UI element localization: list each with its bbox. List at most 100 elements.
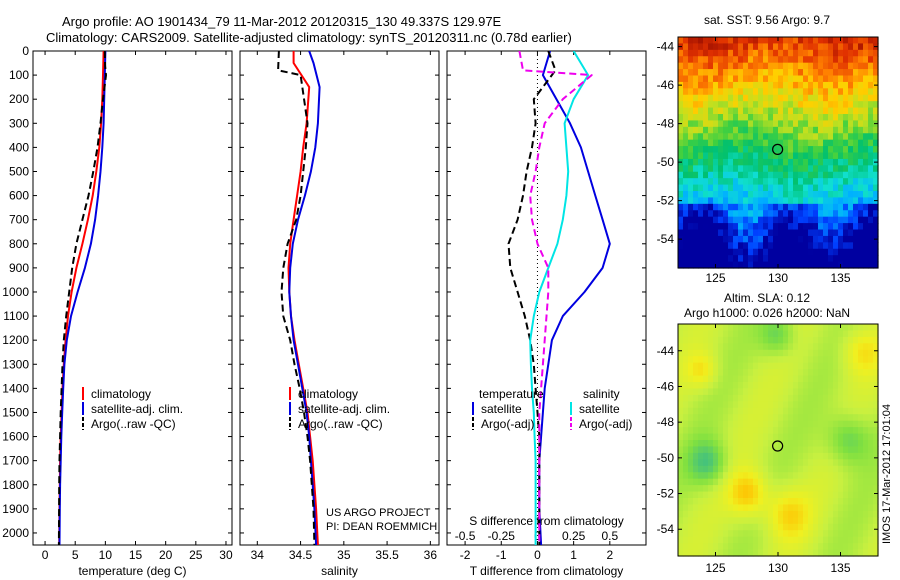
heatmap-cell xyxy=(743,171,749,179)
heatmap-cell xyxy=(778,349,784,357)
heatmap-cell xyxy=(773,197,779,205)
heatmap-cell xyxy=(698,146,704,154)
heatmap-cell xyxy=(848,184,854,192)
heatmap-cell xyxy=(723,388,729,396)
heatmap-cell xyxy=(798,394,804,402)
heatmap-cell xyxy=(803,88,809,96)
heatmap-cell xyxy=(733,407,739,415)
heatmap-cell xyxy=(703,330,709,338)
heatmap-cell xyxy=(858,388,864,396)
heatmap-cell xyxy=(823,120,829,128)
heatmap-cell xyxy=(703,504,709,512)
heatmap-cell xyxy=(788,114,794,122)
heatmap-cell xyxy=(688,165,694,173)
heatmap-cell xyxy=(838,401,844,409)
heatmap-cell xyxy=(708,433,714,441)
heatmap-cell xyxy=(713,139,719,147)
heatmap-cell xyxy=(748,62,754,70)
heatmap-cell xyxy=(858,133,864,141)
heatmap-cell xyxy=(778,459,784,467)
heatmap-cell xyxy=(783,197,789,205)
y-tick-label: 600 xyxy=(9,189,29,203)
heatmap-cell xyxy=(743,216,749,224)
heatmap-cell xyxy=(703,37,709,45)
heatmap-cell xyxy=(823,324,829,332)
heatmap-cell xyxy=(723,184,729,192)
heatmap-cell xyxy=(713,165,719,173)
heatmap-cell xyxy=(808,491,814,499)
heatmap-cell xyxy=(748,349,754,357)
heatmap-cell xyxy=(768,133,774,141)
heatmap-cell xyxy=(818,420,824,428)
heatmap-cell xyxy=(818,382,824,390)
heatmap-cell xyxy=(783,165,789,173)
heatmap-cell xyxy=(738,229,744,237)
heatmap-cell xyxy=(853,543,859,551)
heatmap-cell xyxy=(828,203,834,211)
heatmap-cell xyxy=(773,229,779,237)
heatmap-cell xyxy=(873,107,879,115)
heatmap-cell xyxy=(743,382,749,390)
heatmap-cell xyxy=(838,536,844,544)
heatmap-cell xyxy=(803,504,809,512)
heatmap-cell xyxy=(728,101,734,109)
heatmap-cell xyxy=(758,37,764,45)
heatmap-cell xyxy=(773,459,779,467)
heatmap-cell xyxy=(808,362,814,370)
heatmap-cell xyxy=(753,369,759,377)
heatmap-cell xyxy=(748,536,754,544)
heatmap-cell xyxy=(768,530,774,538)
heatmap-cell xyxy=(848,210,854,218)
heatmap-cell xyxy=(803,472,809,480)
heatmap-cell xyxy=(683,543,689,551)
heatmap-cell xyxy=(718,216,724,224)
heatmap-cell xyxy=(693,549,699,557)
heatmap-cell xyxy=(748,126,754,134)
heatmap-cell xyxy=(683,485,689,493)
heatmap-cell xyxy=(698,478,704,486)
heatmap-cell xyxy=(758,356,764,364)
heatmap-cell xyxy=(703,336,709,344)
heatmap-cell xyxy=(683,158,689,166)
heatmap-cell xyxy=(768,62,774,70)
heatmap-cell xyxy=(708,107,714,115)
heatmap-cell xyxy=(778,498,784,506)
heatmap-cell xyxy=(738,133,744,141)
heatmap-cell xyxy=(813,191,819,199)
heatmap-cell xyxy=(703,362,709,370)
heatmap-cell xyxy=(723,229,729,237)
heatmap-cell xyxy=(748,336,754,344)
heatmap-cell xyxy=(843,261,849,269)
heatmap-cell xyxy=(723,81,729,89)
heatmap-cell xyxy=(873,210,879,218)
heatmap-cell xyxy=(803,146,809,154)
heatmap-cell xyxy=(788,510,794,518)
heatmap-cell xyxy=(868,197,874,205)
heatmap-cell xyxy=(738,440,744,448)
heatmap-cell xyxy=(813,203,819,211)
heatmap-cell xyxy=(728,472,734,480)
heatmap-cell xyxy=(833,452,839,460)
heatmap-cell xyxy=(858,49,864,57)
heatmap-cell xyxy=(823,56,829,64)
heatmap-cell xyxy=(838,197,844,205)
heatmap-cell xyxy=(838,485,844,493)
heatmap-cell xyxy=(713,107,719,115)
heatmap-cell xyxy=(723,433,729,441)
heatmap-cell xyxy=(738,433,744,441)
heatmap-cell xyxy=(833,420,839,428)
heatmap-cell xyxy=(858,394,864,402)
heatmap-cell xyxy=(718,330,724,338)
x-tick-label: 125 xyxy=(705,271,725,285)
heatmap-cell xyxy=(833,388,839,396)
heatmap-cell xyxy=(808,235,814,243)
heatmap-cell xyxy=(853,120,859,128)
heatmap-cell xyxy=(698,369,704,377)
heatmap-cell xyxy=(783,223,789,231)
heatmap-cell xyxy=(798,504,804,512)
heatmap-cell xyxy=(808,81,814,89)
heatmap-cell xyxy=(793,414,799,422)
heatmap-cell xyxy=(803,536,809,544)
heatmap-cell xyxy=(823,452,829,460)
heatmap-cell xyxy=(753,433,759,441)
